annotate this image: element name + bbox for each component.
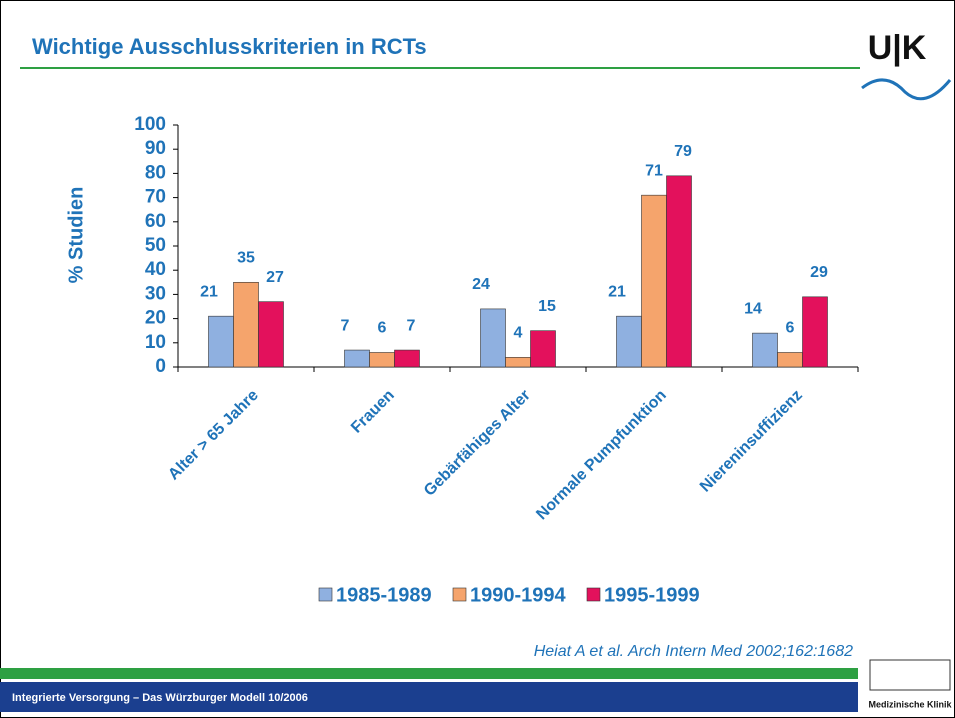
value-label: 7: [407, 317, 416, 334]
value-label: 6: [378, 320, 387, 337]
institution: Medizinische Klinik: [868, 699, 952, 709]
value-label: 6: [786, 320, 795, 337]
y-tick-label: 80: [145, 162, 166, 183]
y-tick-label: 60: [145, 211, 166, 232]
bar: [777, 352, 803, 368]
legend-label: 1995-1999: [604, 584, 700, 606]
y-tick-label: 10: [145, 332, 166, 353]
footer-bar: [0, 682, 858, 712]
building-icon: [869, 659, 951, 691]
logo: U|K: [868, 29, 927, 67]
legend-label: 1990-1994: [470, 584, 567, 606]
green-bar: [0, 668, 858, 679]
value-label: 4: [514, 325, 523, 342]
value-label: 71: [645, 162, 663, 179]
legend-swatch: [318, 587, 333, 602]
bar: [369, 352, 395, 368]
bar: [641, 194, 667, 368]
value-label: 15: [538, 298, 556, 315]
bar: [344, 349, 370, 368]
value-label: 21: [608, 283, 626, 300]
bar: [530, 330, 556, 368]
bar: [480, 308, 506, 368]
y-tick-label: 50: [145, 235, 166, 256]
bar: [666, 175, 692, 368]
legend-swatch: [586, 587, 601, 602]
y-tick-label: 90: [145, 138, 166, 159]
bar: [258, 301, 284, 368]
value-label: 24: [472, 276, 490, 293]
footer-text: Integrierte Versorgung – Das Würzburger …: [12, 692, 308, 704]
value-label: 7: [341, 317, 350, 334]
bar: [208, 315, 234, 368]
bar: [233, 281, 259, 368]
slide-title: Wichtige Ausschlusskriterien in RCTs: [32, 34, 427, 59]
legend-label: 1985-1989: [336, 584, 432, 606]
y-tick-label: 40: [145, 259, 166, 280]
y-tick-label: 100: [134, 114, 166, 135]
value-label: 14: [744, 300, 762, 317]
bar: [505, 357, 531, 368]
y-axis-label: % Studien: [65, 187, 87, 284]
bar: [802, 296, 828, 368]
y-tick-label: 0: [155, 356, 166, 377]
value-label: 29: [810, 264, 828, 281]
value-label: 79: [674, 143, 692, 160]
value-label: 21: [200, 283, 218, 300]
logo-wave: [861, 78, 952, 101]
bar: [616, 315, 642, 368]
y-tick-label: 30: [145, 283, 166, 304]
bar: [394, 349, 420, 368]
citation: Heiat A et al. Arch Intern Med 2002;162:…: [534, 643, 853, 660]
title-rule: [20, 67, 860, 69]
y-tick-label: 20: [145, 308, 166, 329]
value-label: 27: [266, 269, 284, 286]
legend-swatch: [452, 587, 467, 602]
y-tick-label: 70: [145, 187, 166, 208]
value-label: 35: [237, 250, 255, 267]
bar: [752, 332, 778, 368]
